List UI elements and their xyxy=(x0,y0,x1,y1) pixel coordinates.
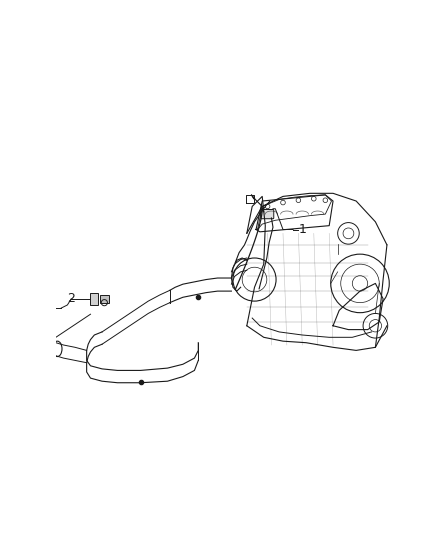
Bar xyxy=(91,294,98,305)
Bar xyxy=(100,295,109,303)
Text: 2: 2 xyxy=(67,292,75,305)
FancyBboxPatch shape xyxy=(261,209,274,219)
Text: 1: 1 xyxy=(298,223,306,236)
